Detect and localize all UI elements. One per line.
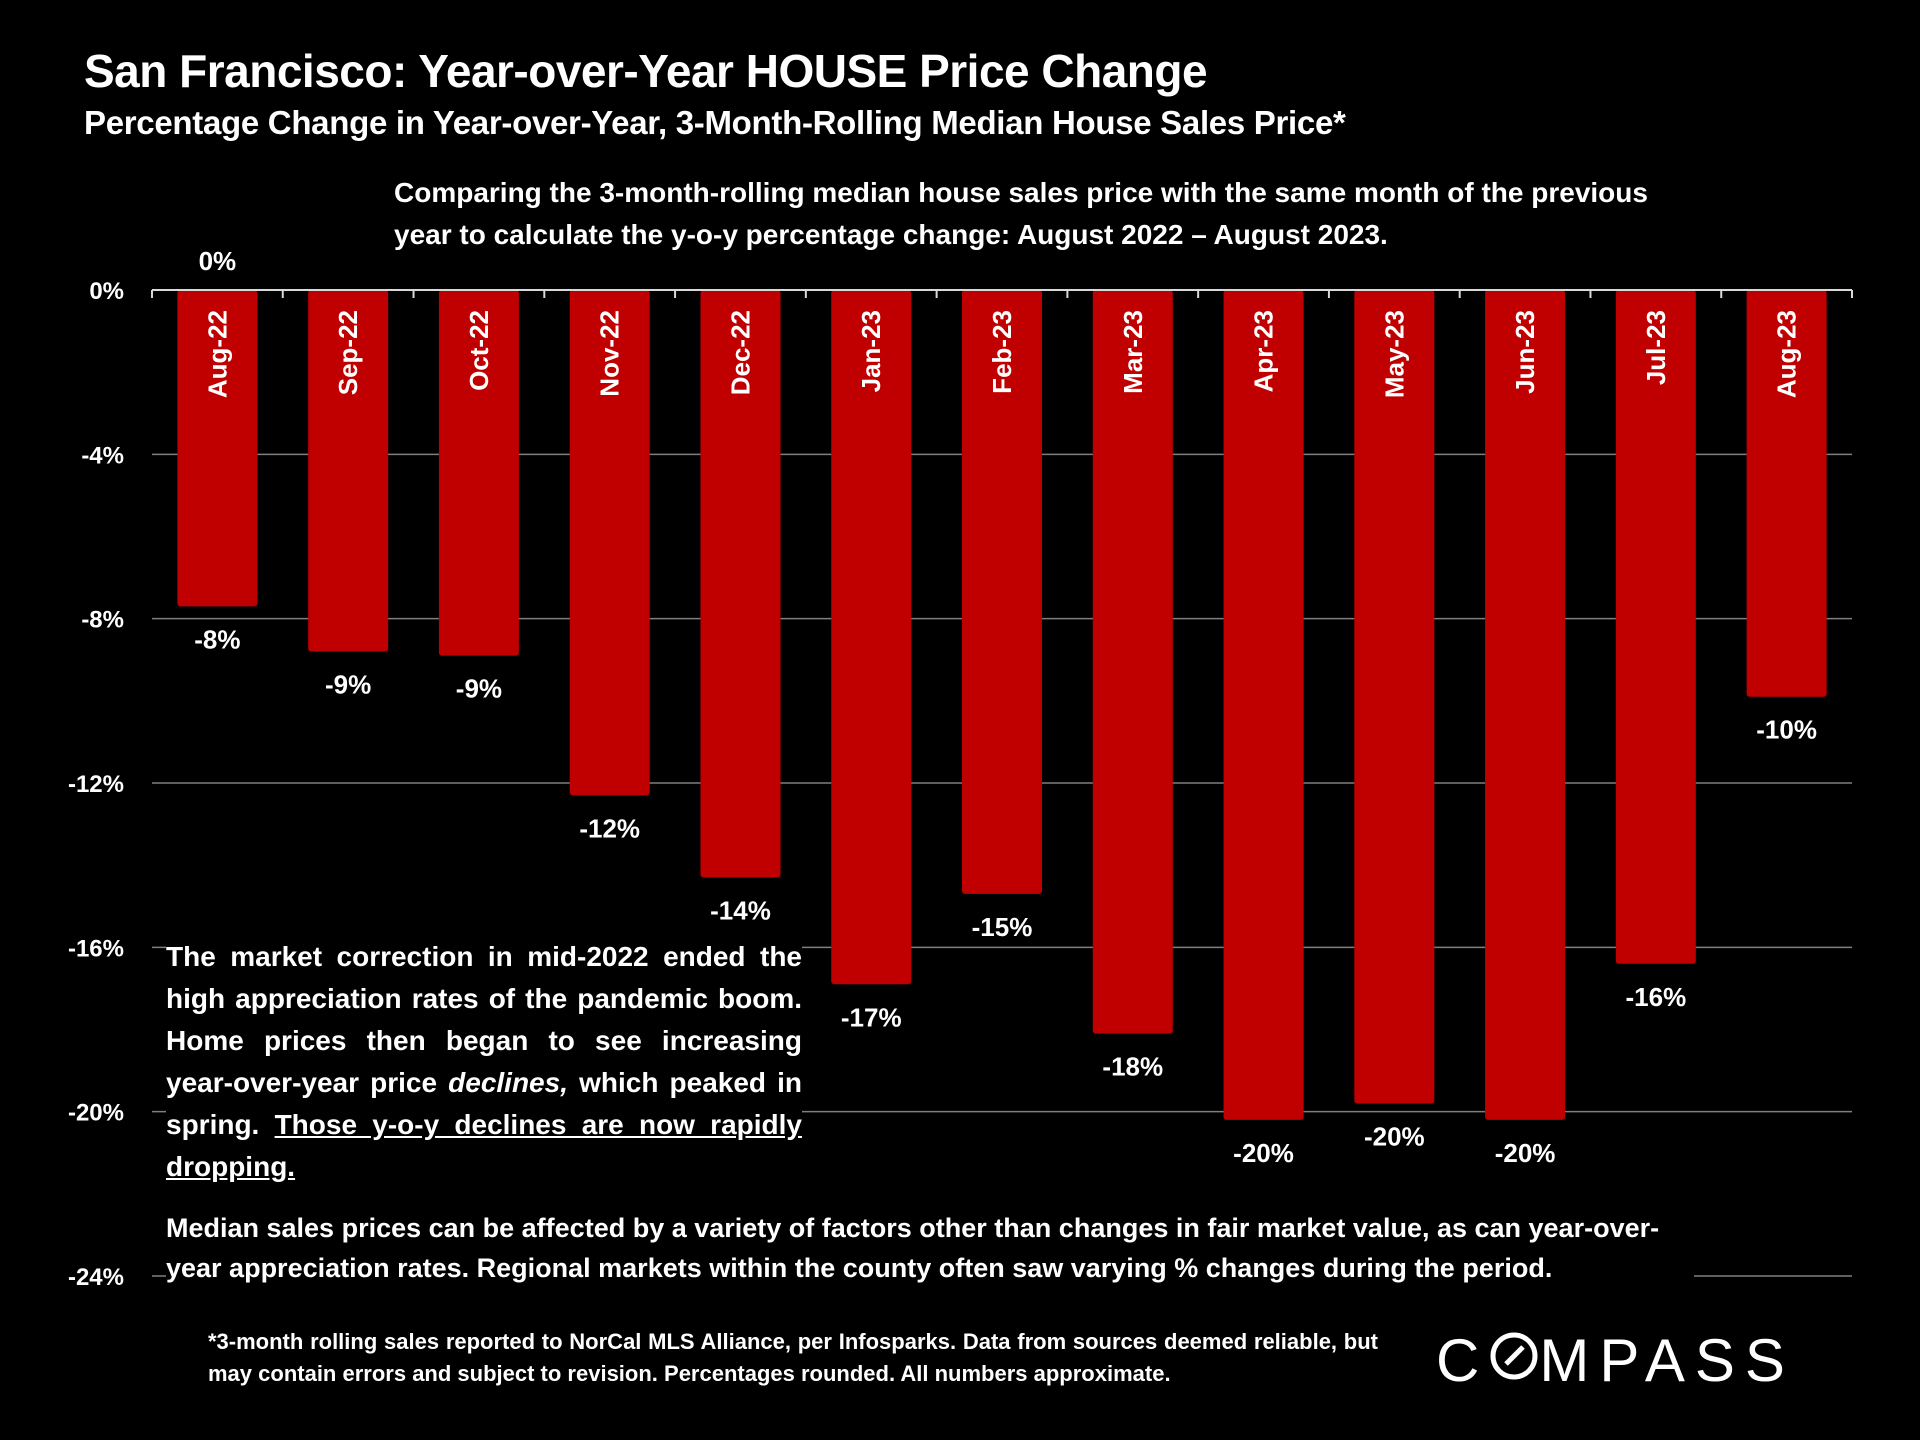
category-label: Apr-23 — [1249, 310, 1279, 392]
bar — [962, 290, 1042, 894]
logo-text-start: C — [1436, 1327, 1490, 1394]
logo-text-end: MPASS — [1539, 1327, 1795, 1394]
compass-logo: C MPASS — [1436, 1326, 1795, 1395]
y-tick-label: -16% — [68, 935, 124, 962]
data-label: -17% — [841, 1002, 902, 1032]
category-label: Aug-22 — [202, 310, 232, 398]
disclaimer-note: Median sales prices can be affected by a… — [166, 1208, 1694, 1288]
category-label: Mar-23 — [1118, 310, 1148, 394]
category-label: Jul-23 — [1641, 310, 1671, 385]
y-tick-label: -20% — [68, 1100, 124, 1127]
category-label: Jun-23 — [1510, 310, 1540, 394]
bar — [438, 290, 519, 656]
category-label: Sep-22 — [333, 310, 363, 395]
category-label: May-23 — [1379, 310, 1409, 398]
chart-description: Comparing the 3-month-rolling median hou… — [394, 177, 1648, 250]
bar — [1223, 290, 1304, 1120]
bar — [308, 290, 389, 652]
data-label: -10% — [1756, 715, 1817, 745]
market-note: The market correction in mid-2022 ended … — [166, 936, 802, 1188]
category-label: Oct-22 — [464, 310, 494, 391]
data-label: -20% — [1495, 1138, 1556, 1168]
bar — [1354, 290, 1435, 1104]
category-label: Jan-23 — [856, 310, 886, 392]
bar — [1092, 290, 1173, 1034]
bar — [1746, 290, 1827, 697]
category-label: Dec-22 — [725, 310, 755, 395]
top-zero-label: 0% — [199, 246, 237, 276]
category-label: Feb-23 — [987, 310, 1017, 394]
data-label: -20% — [1364, 1121, 1425, 1151]
data-label: -14% — [710, 895, 771, 925]
category-label: Aug-23 — [1772, 310, 1802, 398]
category-label: Nov-22 — [595, 310, 625, 397]
footnote: *3-month rolling sales reported to NorCa… — [208, 1329, 1378, 1386]
data-label: -9% — [325, 670, 371, 700]
data-label: -9% — [456, 674, 502, 704]
market-note-text-1: The market correction in mid-2022 ended … — [166, 941, 802, 1098]
compass-o-icon — [1490, 1332, 1538, 1380]
chart-title: San Francisco: Year-over-Year HOUSE Pric… — [84, 45, 1208, 97]
y-tick-label: -24% — [68, 1264, 124, 1291]
bar — [177, 290, 258, 607]
bar — [569, 290, 650, 796]
bar — [1485, 290, 1566, 1120]
data-label: -8% — [194, 624, 240, 654]
market-note-text-2: which peaked in spring. — [166, 1067, 802, 1140]
data-label: -20% — [1233, 1138, 1294, 1168]
y-tick-label: -4% — [81, 442, 124, 469]
chart-subtitle: Percentage Change in Year-over-Year, 3-M… — [84, 104, 1346, 141]
bar — [1615, 290, 1696, 964]
data-label: -12% — [579, 813, 640, 843]
y-tick-label: -12% — [68, 771, 124, 798]
y-tick-label: -8% — [81, 607, 124, 634]
bar — [700, 290, 781, 878]
bar — [831, 290, 912, 985]
data-label: -18% — [1102, 1052, 1163, 1082]
y-tick-label: 0% — [89, 278, 124, 305]
market-note-italic: declines, — [448, 1067, 568, 1098]
data-label: -15% — [972, 912, 1033, 942]
data-label: -16% — [1625, 982, 1686, 1012]
market-note-underlined: Those y-o-y declines are now rapidly dro… — [166, 1109, 802, 1182]
